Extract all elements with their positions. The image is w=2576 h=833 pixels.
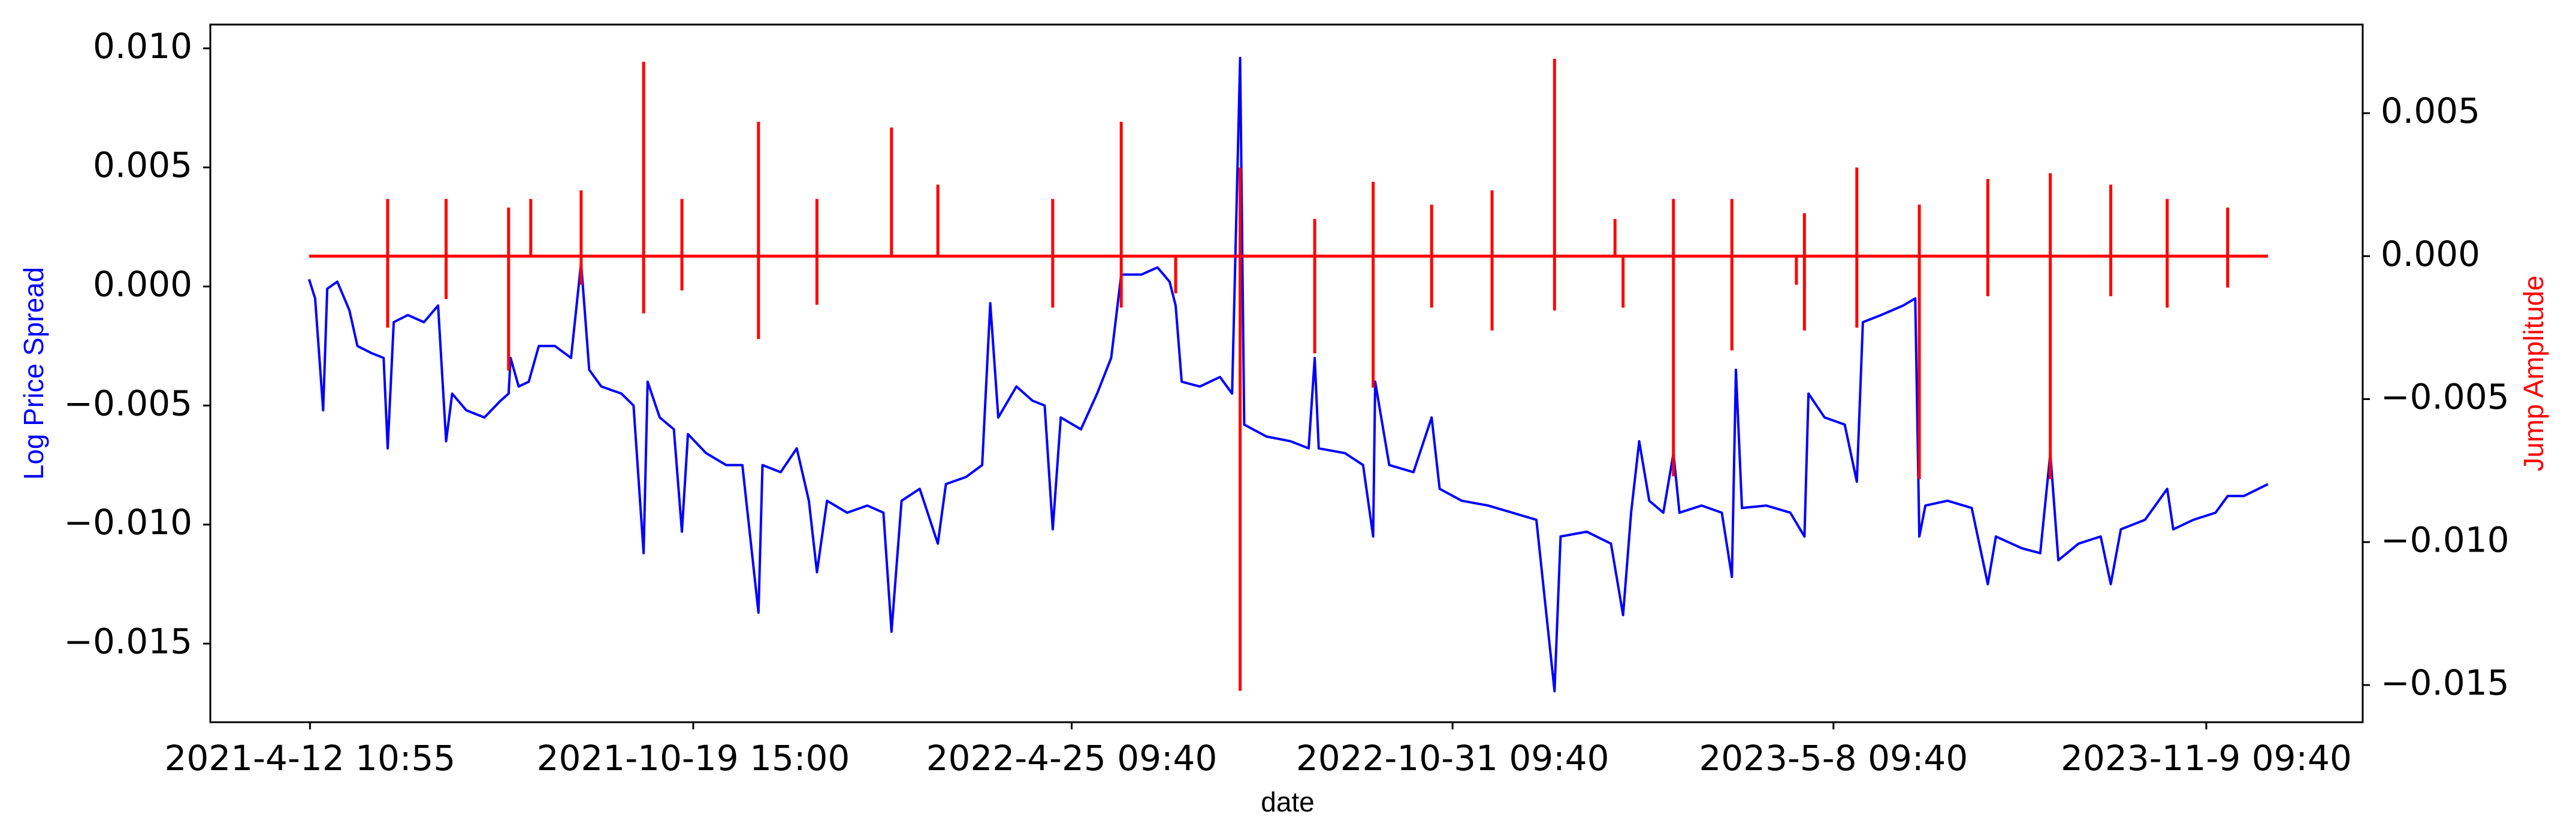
y2-tick-label: −0.015 <box>2381 662 2509 703</box>
x-tick-label: 2021-10-19 15:00 <box>537 738 850 779</box>
y-tick-label: 0.005 <box>93 145 192 186</box>
series-line <box>307 56 2269 693</box>
y-axis-label: Log Price Spread <box>18 267 49 480</box>
plot-frame <box>209 23 2364 723</box>
x-tick-label: 2021-4-12 10:55 <box>164 738 455 779</box>
y-tick-label: −0.010 <box>64 502 192 543</box>
plot-area <box>307 56 2269 693</box>
x-tick-label: 2022-10-31 09:40 <box>1296 738 1609 779</box>
y-tick-label: −0.015 <box>64 621 192 662</box>
y2-tick-label: 0.005 <box>2381 90 2480 131</box>
y2-tick-label: 0.000 <box>2381 234 2480 274</box>
x-tick-label: 2023-11-9 09:40 <box>2061 738 2352 779</box>
y-tick-label: −0.005 <box>64 383 192 423</box>
y-tick-label: 0.010 <box>93 26 192 66</box>
x-tick-label: 2023-5-8 09:40 <box>1699 738 1968 779</box>
y2-tick-label: −0.005 <box>2381 377 2509 417</box>
y2-axis-label: Jump Amplitude <box>2518 275 2549 471</box>
y2-tick-label: −0.010 <box>2381 519 2509 560</box>
x-tick-label: 2022-4-25 09:40 <box>926 738 1218 779</box>
x-axis-label: date <box>1261 786 1315 817</box>
y-tick-label: 0.000 <box>93 263 192 304</box>
